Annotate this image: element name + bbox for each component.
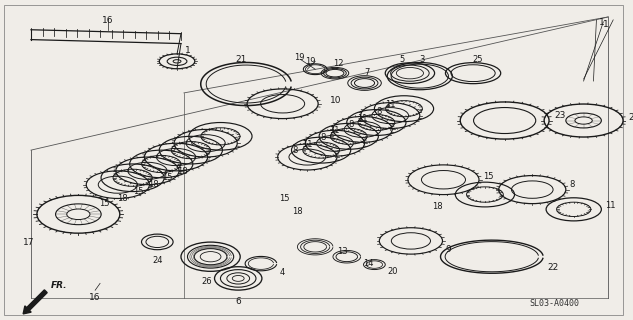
Text: 15: 15: [483, 172, 494, 181]
Text: 25: 25: [473, 55, 483, 64]
Text: 18: 18: [432, 203, 442, 212]
Text: 13: 13: [337, 247, 348, 256]
Text: 11: 11: [357, 114, 368, 123]
Text: 9: 9: [446, 245, 451, 254]
Text: 15: 15: [163, 173, 173, 182]
Text: 26: 26: [201, 277, 212, 286]
Text: 8: 8: [348, 120, 354, 129]
Text: 10: 10: [330, 96, 341, 105]
Text: 15: 15: [99, 199, 110, 208]
Text: 15: 15: [279, 194, 289, 203]
Text: 5: 5: [399, 55, 404, 64]
Text: 24: 24: [152, 256, 163, 265]
Text: 11: 11: [302, 140, 312, 149]
Text: 3: 3: [420, 55, 425, 64]
Text: 8: 8: [321, 133, 326, 142]
Text: 11: 11: [605, 202, 616, 211]
Text: 12: 12: [332, 60, 343, 68]
Text: 2: 2: [628, 113, 633, 122]
Text: 18: 18: [117, 194, 128, 203]
Text: 21: 21: [235, 55, 247, 64]
Text: 19: 19: [294, 53, 304, 62]
Text: 4: 4: [280, 268, 285, 276]
Text: 11: 11: [385, 100, 395, 109]
Text: 14: 14: [363, 259, 374, 268]
Text: 1: 1: [185, 45, 191, 54]
Text: 11: 11: [329, 126, 340, 135]
Text: 6: 6: [235, 297, 241, 306]
Text: 19: 19: [305, 57, 315, 66]
Text: 23: 23: [554, 111, 565, 120]
Text: 1: 1: [599, 18, 605, 27]
Text: FR.: FR.: [51, 281, 67, 290]
Text: 15: 15: [133, 187, 144, 196]
Text: 18: 18: [292, 207, 303, 216]
Text: 17: 17: [23, 238, 35, 247]
Text: 22: 22: [547, 263, 558, 272]
Text: 8: 8: [376, 107, 381, 116]
Text: 20: 20: [387, 267, 398, 276]
Text: 1: 1: [603, 20, 608, 29]
Text: 8: 8: [292, 146, 298, 155]
Text: 8: 8: [570, 180, 575, 189]
Text: SL03-A0400: SL03-A0400: [529, 299, 579, 308]
Text: 7: 7: [364, 68, 369, 77]
FancyArrow shape: [23, 290, 47, 314]
Text: 18: 18: [147, 180, 158, 189]
Text: 18: 18: [177, 167, 188, 176]
Text: 16: 16: [102, 16, 114, 25]
Text: 16: 16: [89, 293, 101, 302]
